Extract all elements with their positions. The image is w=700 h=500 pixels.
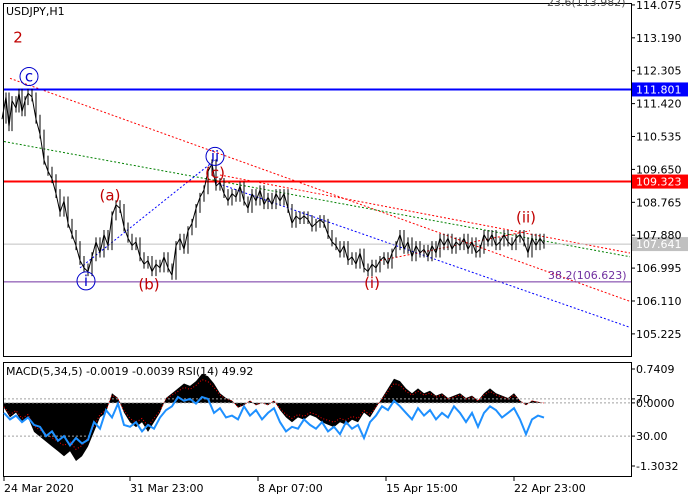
oscillator-label: MACD(5,34,5) -0.0019 -0.0039 RSI(14) 49.… — [6, 365, 253, 378]
price-tick-label: 107.880 — [636, 229, 682, 242]
time-tick-label: 24 Mar 2020 — [4, 482, 74, 495]
price-tick-label: 109.650 — [636, 163, 682, 176]
rsi-line — [3, 395, 545, 448]
level-tag — [632, 82, 688, 97]
time-tick-label: 15 Apr 15:00 — [386, 482, 458, 495]
wave-label: i — [84, 272, 88, 290]
price-tick-label: 113.190 — [636, 32, 682, 45]
current-price-label: 107.641 — [636, 238, 682, 251]
price-tick-label: 106.995 — [636, 262, 682, 275]
oscillator-panel-frame — [3, 362, 632, 477]
time-tick-label: 31 Mar 23:00 — [130, 482, 203, 495]
level-label: 111.801 — [636, 83, 682, 96]
fib-level-label: 38.2(106.623) — [548, 269, 627, 282]
horizontal-levels: 111.801 109.323 38.2(106.623) 107.641 — [4, 82, 688, 283]
osc-tick-label: 70 — [636, 393, 650, 406]
price-tick-label: 108.765 — [636, 196, 682, 209]
level-label: 109.323 — [636, 176, 682, 189]
wave-label: (c) — [205, 164, 225, 182]
price-tick-label: 105.225 — [636, 328, 682, 341]
wave-labels: 2c(a)(b)(c)iii (i)(ii) — [13, 28, 536, 293]
price-tick-label: 112.305 — [636, 65, 682, 78]
main-panel-frame — [3, 3, 632, 357]
wave-circle — [19, 66, 39, 86]
time-tick-label: 8 Apr 07:00 — [258, 482, 323, 495]
wave-label: c — [25, 67, 33, 85]
macd-signal-line — [3, 379, 545, 451]
price-series — [1, 88, 545, 280]
price-tick-label: 110.535 — [636, 131, 682, 144]
top-fib-label: 23.6(113.982) — [547, 0, 626, 9]
price-tick-label: 111.420 — [636, 98, 682, 111]
trend-line — [79, 159, 216, 269]
trend-line — [219, 174, 631, 254]
level-tag — [632, 174, 688, 189]
price-tick-label: 106.110 — [636, 295, 682, 308]
wave-circle — [205, 146, 225, 166]
wave-label: (a) — [100, 186, 121, 204]
trend-line — [214, 181, 631, 328]
trend-lines — [3, 77, 631, 328]
price-line — [1, 92, 545, 277]
osc-tick-label: 0.7409 — [636, 363, 675, 376]
wave-circle — [76, 271, 96, 291]
oscillator: 0.7409 700.0000 30.00 -1.3032 — [3, 363, 678, 473]
trend-line — [379, 230, 531, 261]
macd-histogram — [4, 373, 544, 461]
wave-label: 2 — [13, 28, 23, 46]
time-tick-label: 22 Apr 23:00 — [514, 482, 586, 495]
wave-label: ii — [211, 147, 219, 165]
wave-label: (i) — [364, 274, 380, 292]
osc-tick-label: 0.0000 — [636, 397, 675, 410]
chart-title: USDJPY,H1 — [6, 5, 65, 18]
osc-tick-label: 30.00 — [636, 430, 668, 443]
wave-label: (ii) — [516, 209, 536, 227]
current-price-tag — [632, 237, 688, 252]
price-tick-label: 114.075 — [636, 0, 682, 12]
trend-line — [9, 77, 631, 302]
osc-tick-label: -1.3032 — [636, 460, 678, 473]
time-axis: 24 Mar 2020 31 Mar 23:00 8 Apr 07:00 15 Apr… — [3, 476, 586, 495]
price-axis: 114.075 113.190 112.305 111.420 110.535 109.6… — [631, 0, 682, 341]
wave-label: (b) — [138, 276, 159, 294]
